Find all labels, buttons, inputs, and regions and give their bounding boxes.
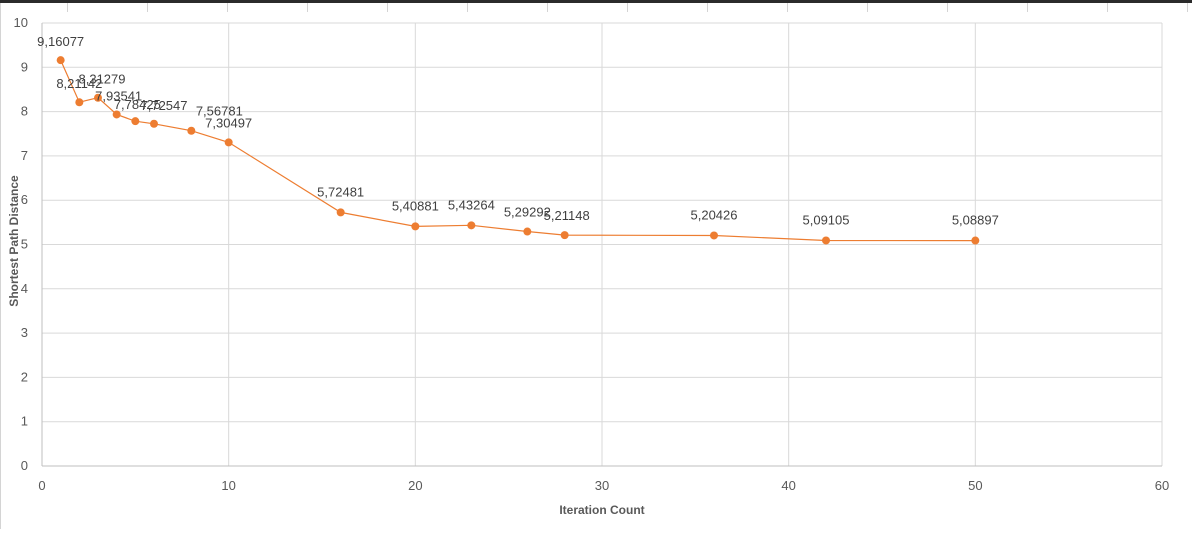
y-tick-label: 4 (21, 281, 28, 296)
y-tick-label: 2 (21, 369, 28, 384)
data-label: 7,30497 (205, 115, 252, 130)
data-label: 7,72547 (141, 98, 188, 113)
y-tick-label: 7 (21, 148, 28, 163)
data-point[interactable] (224, 138, 233, 147)
x-tick-label: 0 (38, 478, 45, 493)
data-point[interactable] (560, 231, 569, 240)
y-tick-label: 1 (21, 414, 28, 429)
gridlines (42, 22, 1163, 466)
data-point[interactable] (411, 222, 420, 231)
y-tick-label: 0 (21, 458, 28, 473)
chart-area-border (0, 3, 1, 529)
x-tick-label: 40 (781, 478, 795, 493)
data-point[interactable] (523, 227, 532, 236)
data-label: 7,93541 (95, 88, 142, 103)
column-edge (467, 3, 468, 12)
data-labels: 9,16077 8,211428,312797,935417,784257,725… (37, 34, 999, 227)
data-point[interactable] (710, 231, 718, 240)
y-tick-label: 8 (21, 104, 28, 119)
y-axis-title: Shortest Path Distance (7, 175, 21, 307)
data-label: 5,72481 (317, 184, 364, 199)
column-edge (867, 3, 868, 12)
data-label: 5,21148 (544, 208, 590, 223)
x-tick-label: 10 (221, 478, 235, 493)
data-label: 5,29292 (504, 205, 551, 220)
y-tick-label: 9 (21, 59, 28, 74)
column-edge (1187, 3, 1188, 12)
data-point[interactable] (94, 93, 102, 102)
column-edge (147, 3, 148, 12)
data-label: 5,43264 (448, 197, 495, 212)
x-tick-label: 30 (595, 478, 609, 493)
column-edge (307, 3, 308, 12)
data-point[interactable] (131, 117, 140, 126)
axes: 0 1 2 3 4 5 6 7 8 9 10 0 10 20 30 40 50 60 (14, 15, 1170, 493)
data-label: 5,08897 (952, 213, 999, 228)
column-edge (1027, 3, 1028, 12)
column-edge (547, 3, 548, 12)
data-point[interactable] (112, 110, 121, 119)
column-edge (707, 3, 708, 12)
column-edge (227, 3, 228, 12)
data-label: 8,31279 (79, 72, 126, 87)
data-point[interactable] (467, 221, 476, 230)
series (56, 56, 980, 245)
y-tick-label: 5 (21, 237, 28, 252)
data-point[interactable] (822, 236, 830, 245)
column-edge (787, 3, 788, 12)
column-edge (67, 3, 68, 12)
spreadsheet-column-edges (0, 3, 1192, 12)
data-label: 7,78425 (114, 97, 161, 112)
data-label: 7,56781 (196, 104, 243, 119)
data-point[interactable] (187, 126, 196, 135)
x-tick-label: 20 (408, 478, 422, 493)
x-tick-label: 60 (1155, 478, 1169, 493)
data-point[interactable] (150, 119, 158, 128)
x-axis-title: Iteration Count (559, 503, 644, 517)
column-edge (627, 3, 628, 12)
data-label: 5,40881 (392, 198, 439, 213)
data-label: 9,16077 (37, 34, 84, 49)
x-tick-label: 50 (968, 478, 982, 493)
column-edge (1107, 3, 1108, 12)
series-line (60, 59, 976, 242)
data-label: 8,21142 (56, 76, 102, 91)
data-point[interactable] (971, 236, 980, 245)
data-point[interactable] (56, 56, 65, 65)
data-label: 5,20426 (691, 207, 738, 222)
data-point[interactable] (336, 208, 345, 217)
y-tick-label: 10 (14, 15, 28, 30)
data-point[interactable] (75, 98, 84, 107)
y-tick-label: 6 (21, 192, 28, 207)
data-label: 5,09105 (803, 212, 850, 227)
window-top-bar (0, 0, 1192, 3)
column-edge (947, 3, 948, 12)
y-tick-label: 3 (21, 325, 28, 340)
column-edge (387, 3, 388, 12)
